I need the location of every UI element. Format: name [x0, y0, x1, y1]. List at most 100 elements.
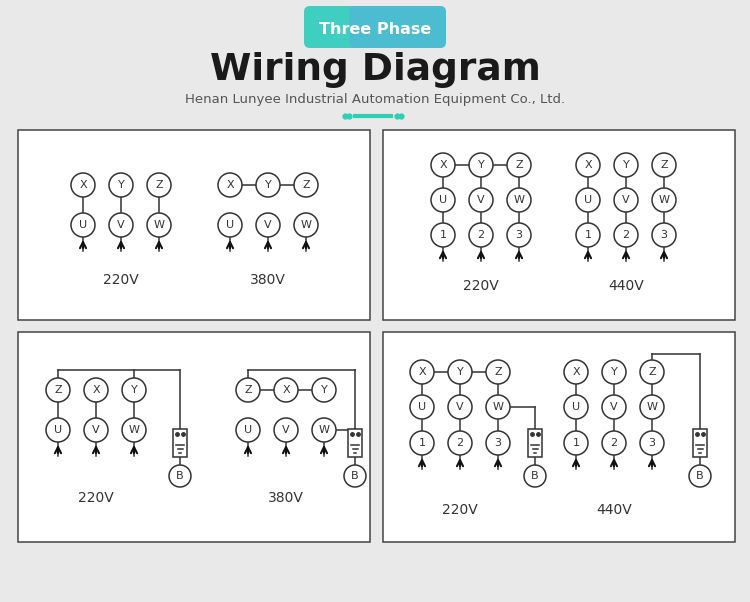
Circle shape — [312, 378, 336, 402]
Text: W: W — [319, 425, 329, 435]
Text: Z: Z — [155, 180, 163, 190]
Text: X: X — [92, 385, 100, 395]
Text: 380V: 380V — [250, 273, 286, 287]
Circle shape — [652, 153, 676, 177]
Text: 440V: 440V — [596, 503, 632, 517]
Circle shape — [448, 360, 472, 384]
Circle shape — [122, 418, 146, 442]
Text: X: X — [440, 160, 447, 170]
Circle shape — [410, 431, 434, 455]
Circle shape — [614, 188, 638, 212]
Circle shape — [122, 378, 146, 402]
Circle shape — [84, 418, 108, 442]
Text: 2: 2 — [622, 230, 629, 240]
Text: W: W — [658, 195, 670, 205]
Text: V: V — [477, 195, 484, 205]
Circle shape — [431, 188, 455, 212]
Bar — [173, 429, 187, 457]
Text: 2: 2 — [478, 230, 484, 240]
Circle shape — [218, 213, 242, 237]
Circle shape — [294, 213, 318, 237]
Circle shape — [640, 395, 664, 419]
Text: X: X — [282, 385, 290, 395]
Text: 440V: 440V — [608, 279, 644, 293]
Circle shape — [236, 418, 260, 442]
Text: U: U — [226, 220, 234, 230]
Circle shape — [410, 395, 434, 419]
Circle shape — [469, 223, 493, 247]
Circle shape — [71, 213, 95, 237]
Text: Z: Z — [494, 367, 502, 377]
Text: B: B — [351, 471, 358, 481]
Text: Y: Y — [622, 160, 629, 170]
Text: V: V — [610, 402, 618, 412]
Text: Y: Y — [118, 180, 124, 190]
Text: B: B — [531, 471, 538, 481]
Text: B: B — [696, 471, 703, 481]
Text: X: X — [80, 180, 87, 190]
Text: X: X — [584, 160, 592, 170]
Text: 3: 3 — [649, 438, 656, 448]
Text: W: W — [154, 220, 164, 230]
Circle shape — [312, 418, 336, 442]
Text: 220V: 220V — [103, 273, 139, 287]
Circle shape — [274, 418, 298, 442]
Circle shape — [640, 431, 664, 455]
Circle shape — [274, 378, 298, 402]
Bar — [348, 429, 362, 457]
Text: 1: 1 — [440, 230, 446, 240]
Text: U: U — [439, 195, 447, 205]
Text: 380V: 380V — [268, 491, 304, 505]
Circle shape — [524, 465, 546, 487]
Text: V: V — [264, 220, 272, 230]
Circle shape — [640, 360, 664, 384]
Text: 1: 1 — [584, 230, 592, 240]
Circle shape — [109, 213, 133, 237]
Text: Wiring Diagram: Wiring Diagram — [209, 52, 541, 88]
Text: W: W — [514, 195, 524, 205]
Bar — [383, 130, 735, 320]
Circle shape — [507, 223, 531, 247]
Circle shape — [689, 465, 711, 487]
Circle shape — [147, 213, 171, 237]
Circle shape — [652, 223, 676, 247]
Text: V: V — [92, 425, 100, 435]
Text: 2: 2 — [610, 438, 617, 448]
Text: Y: Y — [265, 180, 272, 190]
Text: 220V: 220V — [463, 279, 499, 293]
Text: Z: Z — [302, 180, 310, 190]
Text: V: V — [456, 402, 464, 412]
Text: U: U — [418, 402, 426, 412]
Text: Z: Z — [648, 367, 656, 377]
FancyBboxPatch shape — [349, 6, 446, 48]
Circle shape — [147, 173, 171, 197]
Circle shape — [294, 173, 318, 197]
Text: X: X — [226, 180, 234, 190]
Bar — [383, 332, 735, 542]
Text: Z: Z — [54, 385, 62, 395]
Text: W: W — [301, 220, 311, 230]
Circle shape — [448, 431, 472, 455]
Text: 3: 3 — [494, 438, 502, 448]
Circle shape — [236, 378, 260, 402]
Bar — [18, 332, 370, 542]
Text: W: W — [646, 402, 658, 412]
Circle shape — [448, 395, 472, 419]
Circle shape — [602, 360, 626, 384]
Circle shape — [602, 395, 626, 419]
Text: B: B — [176, 471, 184, 481]
Circle shape — [469, 188, 493, 212]
Text: 3: 3 — [515, 230, 523, 240]
Circle shape — [576, 188, 600, 212]
Text: 220V: 220V — [78, 491, 114, 505]
Text: Y: Y — [457, 367, 464, 377]
Text: Y: Y — [130, 385, 137, 395]
Circle shape — [507, 188, 531, 212]
Text: V: V — [282, 425, 290, 435]
Circle shape — [614, 153, 638, 177]
Circle shape — [410, 360, 434, 384]
Text: Y: Y — [321, 385, 327, 395]
Text: V: V — [622, 195, 630, 205]
Circle shape — [84, 378, 108, 402]
Circle shape — [507, 153, 531, 177]
